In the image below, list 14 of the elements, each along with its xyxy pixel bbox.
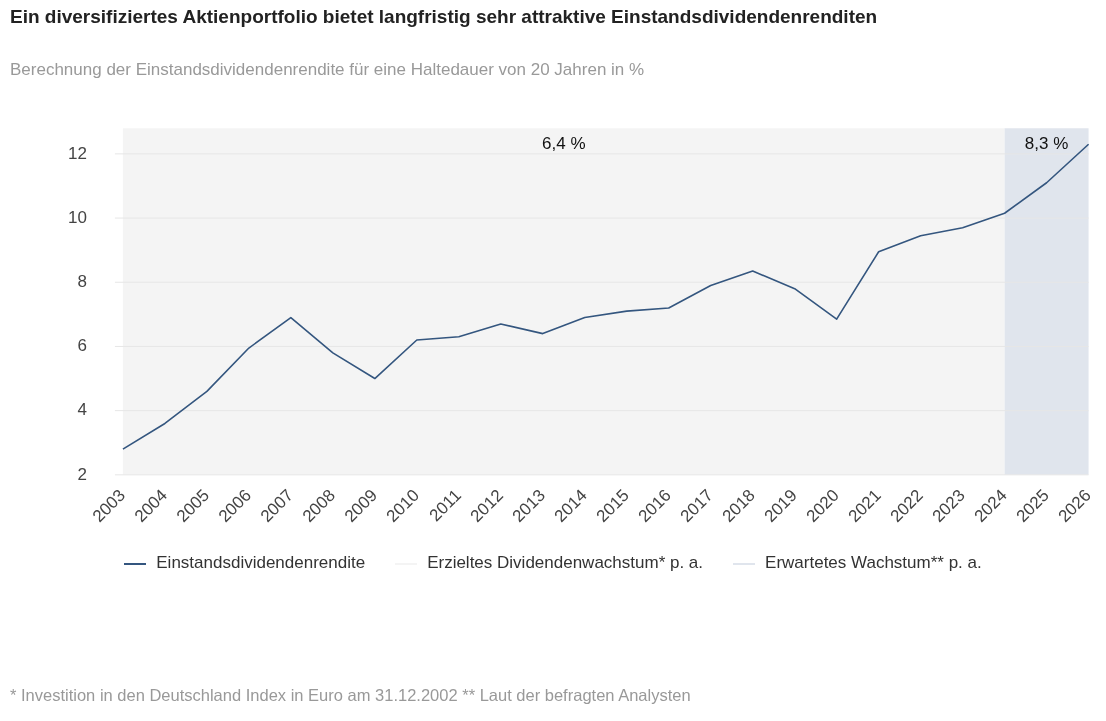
y-tick-label: 8 [77,271,87,291]
band-label: 6,4 % [542,134,586,154]
y-tick-label: 6 [77,336,87,356]
y-tick-label: 4 [77,400,87,420]
text: Erwartetes Wachstum** p. a. [764,553,982,573]
chart-title: Ein diversifiziertes Aktienportfolio bietet langfristig sehr attraktive Einstandsdividendenrenditen [10,6,878,28]
legend-label: Einstandsdividendenrendite [155,553,366,573]
text: Erzieltes Dividendenwachstum* p. a. [426,553,704,573]
chart-subtitle: Berechnung der Einstandsdividendenrendite für eine Haltedauer von 20 Jahren in % [10,60,645,80]
y-tick-label: 2 [77,464,87,484]
y-tick-label: 10 [67,207,87,227]
y-tick-label: 12 [67,143,87,163]
band-label: 8,3 % [1024,134,1069,154]
text: * Investition in den Deutschland Index in Euro am 31.12.2002 ** Laut der befragten Analysten [10,686,691,705]
